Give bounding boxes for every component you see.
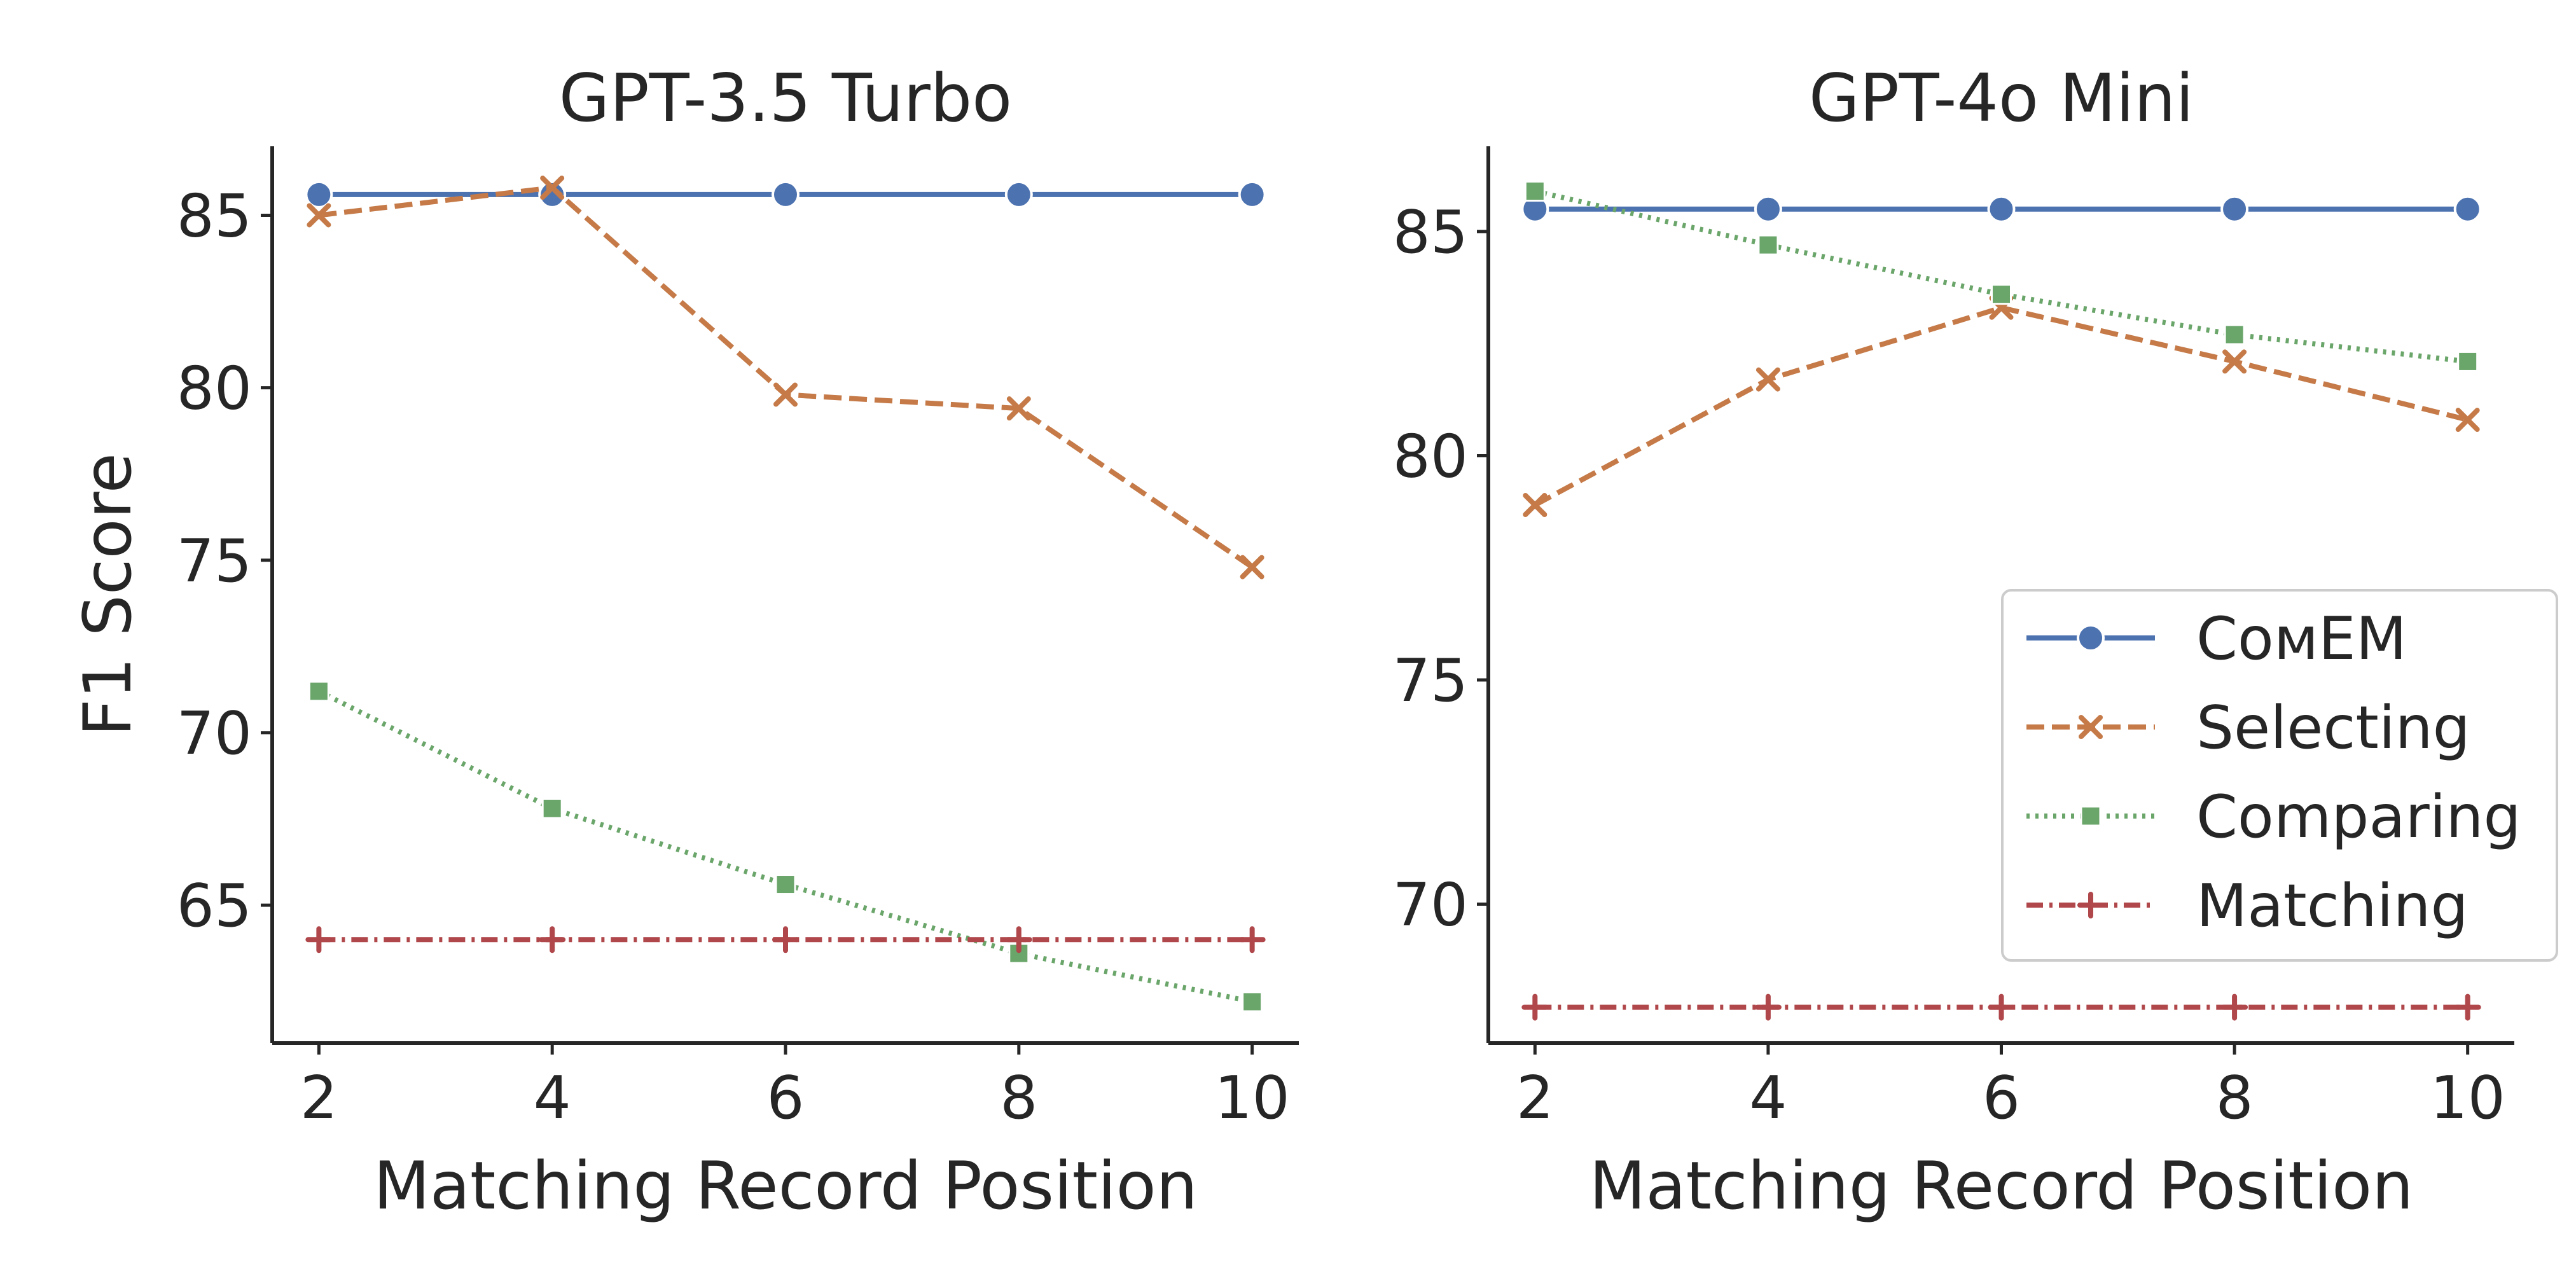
x-axis-label: Matching Record Position (373, 1148, 1198, 1224)
y-tick-label: 70 (1393, 870, 1468, 939)
legend-item-comparing: Comparing (2026, 782, 2521, 851)
data-point-selecting (540, 176, 565, 200)
x-tick-label: 6 (766, 1063, 804, 1132)
data-point-comem (1754, 195, 1782, 223)
y-tick-label: 70 (177, 699, 252, 768)
series-matching (305, 926, 1266, 953)
y-tick-label: 80 (1393, 422, 1468, 490)
x-axis-label: Matching Record Position (1589, 1148, 2414, 1224)
data-point-matching (539, 926, 566, 953)
series-comparing (308, 681, 1263, 1013)
legend-marker (2077, 892, 2104, 918)
y-tick-label: 75 (1393, 646, 1468, 715)
series-line-selecting (1534, 305, 2469, 508)
chart-title: GPT-4o Mini (1809, 60, 2194, 137)
data-point-comparing (1757, 234, 1779, 256)
legend-item-matching: Matching (2026, 871, 2469, 940)
panel-gpt4o-mini: 70 75 80 85 2 4 6 8 10 GPT-4o Mini Matching Record… (1393, 60, 2514, 1224)
data-point-selecting (2222, 349, 2247, 374)
data-point-selecting (1523, 493, 1548, 517)
x-tick-label: 8 (2216, 1063, 2254, 1132)
x-tick-label: 10 (1214, 1063, 1289, 1132)
x-tick-label: 2 (300, 1063, 338, 1132)
y-tick-label: 85 (177, 181, 252, 250)
series-selecting (307, 176, 1264, 579)
data-point-selecting (1006, 396, 1031, 421)
legend-marker (2079, 715, 2103, 739)
legend-label: Matching (2196, 871, 2469, 940)
y-tick-label: 65 (177, 871, 252, 940)
data-point-comparing (2224, 324, 2245, 345)
legend-item-selecting: Selecting (2026, 693, 2470, 762)
x-tick-label: 10 (2430, 1063, 2505, 1132)
x-tick-label: 4 (1749, 1063, 1787, 1132)
series-comem (1521, 195, 2482, 223)
data-point-matching (1238, 926, 1266, 953)
legend-label: СомЕМ (2196, 604, 2407, 673)
data-point-matching (772, 926, 799, 953)
data-point-selecting (773, 382, 798, 407)
data-point-selecting (2455, 408, 2480, 433)
series-matching (1521, 994, 2481, 1021)
data-point-comparing (1991, 284, 2012, 305)
x-tick-label: 8 (1000, 1063, 1037, 1132)
series-line-comparing (317, 689, 1253, 1004)
legend-marker (2080, 805, 2102, 827)
data-point-comparing (1524, 181, 1546, 202)
data-point-comem (1004, 180, 1033, 209)
series-comparing (1524, 181, 2479, 372)
y-tick-label: 80 (177, 354, 252, 423)
y-tick-label: 75 (177, 527, 252, 595)
data-point-matching (1754, 994, 1782, 1021)
legend-label: Comparing (2196, 782, 2521, 851)
data-point-comparing (1242, 991, 1263, 1013)
legend-label: Selecting (2196, 693, 2470, 762)
series-line-selecting (318, 184, 1254, 569)
data-point-comem (305, 180, 333, 209)
legend-item-: СомЕМ (2026, 604, 2407, 673)
data-point-comem (538, 180, 567, 209)
data-point-matching (305, 926, 333, 953)
legend: СомЕМ Selecting Comparing Matching (2001, 589, 2558, 962)
data-point-matching (2454, 994, 2481, 1021)
legend-marker (2077, 624, 2105, 652)
data-point-comparing (541, 798, 563, 819)
data-point-matching (1988, 994, 2015, 1021)
x-tick-label: 4 (534, 1063, 571, 1132)
data-point-matching (2221, 994, 2248, 1021)
data-point-selecting (307, 203, 331, 228)
data-point-matching (1521, 994, 1549, 1021)
data-point-comem (772, 180, 800, 209)
series-comem (305, 180, 1266, 209)
y-axis-label: F1 Score (70, 453, 146, 737)
data-point-selecting (1240, 555, 1264, 579)
series-selecting (1523, 295, 2480, 517)
y-tick-label: 85 (1393, 198, 1468, 267)
data-point-comparing (308, 681, 329, 702)
data-point-matching (1005, 926, 1032, 953)
data-point-comem (2453, 195, 2482, 223)
data-point-comem (1987, 195, 2016, 223)
x-tick-label: 6 (1983, 1063, 2020, 1132)
panel-gpt35-turbo: 65 70 75 80 85 2 4 6 8 10 GPT-3.5 Turbo Matching Re… (70, 60, 1299, 1224)
data-point-comparing (775, 874, 796, 896)
x-tick-label: 2 (1516, 1063, 1554, 1132)
data-point-selecting (1755, 367, 1780, 392)
chart-title: GPT-3.5 Turbo (559, 60, 1012, 137)
legend-frame (2001, 589, 2558, 962)
data-point-comparing (2457, 350, 2479, 372)
data-point-comem (2220, 195, 2249, 223)
data-point-comem (1238, 180, 1266, 209)
